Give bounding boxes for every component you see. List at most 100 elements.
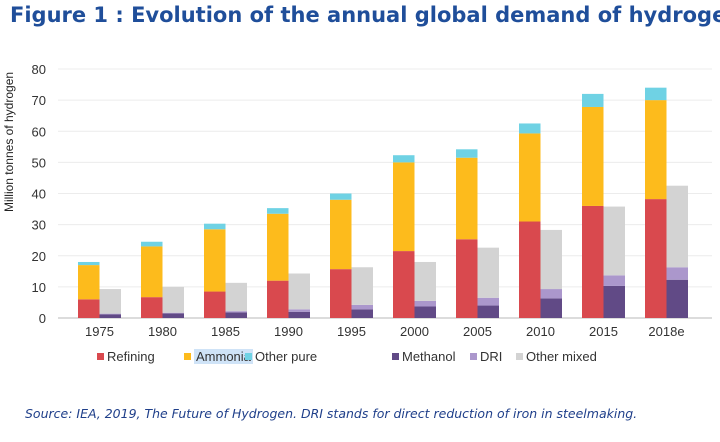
bar-refining-1995 [330,269,352,318]
bar-other-mixed-2015 [603,206,625,276]
x-tick-label: 1985 [211,324,240,339]
bar-other-mixed-1980 [162,286,184,313]
bar-other-mixed-2005 [477,247,499,298]
legend-label: DRI [480,349,503,364]
bar-methanol-1990 [288,311,310,318]
bar-refining-1985 [204,291,226,318]
bar-methanol-1985 [225,312,247,318]
chart-plot: 0 10 20 30 40 50 60 70 80 Million tonnes of hydr… [2,62,712,339]
legend-label: Other mixed [526,349,597,364]
bar-refining-2010 [519,221,541,318]
bar-other-pure-2010 [519,123,541,134]
x-tick-label: 1995 [337,324,366,339]
x-tick-label: 2010 [526,324,555,339]
bar-ammonia-1990 [267,213,289,281]
bar-other-pure-1985 [204,223,226,230]
bar-methanol-2005 [477,305,499,318]
bar-refining-1990 [267,280,289,318]
legend-swatch-ammonia [184,353,191,360]
y-tick-label: 40 [32,187,46,202]
bar-dri-2018e [666,267,688,280]
legend-item-dri: DRI [470,349,502,364]
bar-other-pure-2005 [456,149,478,158]
bar-dri-1990 [288,309,310,312]
bar-refining-2000 [393,251,415,318]
bar-dri-1980 [162,312,184,314]
bar-other-mixed-2000 [414,261,436,301]
y-tick-label: 10 [32,280,46,295]
legend-swatch-other-mixed [516,353,523,360]
y-tick-label: 80 [32,62,46,77]
bar-other-pure-2018e [645,87,667,101]
figure-title: Figure 1 : Evolution of the annual globa… [10,3,720,27]
bar-dri-2015 [603,275,625,286]
y-axis-label: Million tonnes of hydrogen [2,72,16,212]
x-tick-label: 2000 [400,324,429,339]
bar-dri-1975 [99,313,121,315]
bar-methanol-2000 [414,306,436,318]
bar-methanol-2015 [603,285,625,318]
bar-ammonia-2000 [393,162,415,252]
bar-dri-2000 [414,300,436,307]
legend-item-other-mixed: Other mixed [516,349,597,364]
x-tick-label: 1980 [148,324,177,339]
bar-other-pure-1995 [330,193,352,200]
bar-methanol-1975 [99,314,121,318]
bar-ammonia-1985 [204,229,226,292]
bar-dri-2005 [477,297,499,306]
x-tick-label: 2005 [463,324,492,339]
y-tick-label: 30 [32,218,46,233]
bar-other-mixed-1990 [288,273,310,310]
bar-refining-1975 [78,299,100,318]
y-tick-label: 60 [32,124,46,139]
x-tick-label: 1990 [274,324,303,339]
bar-refining-1980 [141,297,163,318]
legend-label: Ammonia [194,349,253,364]
legend-label: Methanol [402,349,456,364]
legend-swatch-dri [470,353,477,360]
bar-ammonia-2005 [456,157,478,240]
bar-ammonia-1975 [78,265,100,300]
bar-other-pure-1975 [78,261,100,266]
bar-other-mixed-2018e [666,185,688,268]
bar-ammonia-1995 [330,199,352,270]
legend-label: Refining [107,349,155,364]
bar-other-pure-2015 [582,93,604,107]
bar-ammonia-2018e [645,100,667,200]
legend-swatch-methanol [392,353,399,360]
bar-methanol-2018e [666,279,688,318]
legend-item-ammonia: Ammonia [184,349,253,364]
legend-label: Other pure [255,349,318,364]
bar-other-pure-1980 [141,241,163,247]
bar-other-mixed-1985 [225,282,247,312]
bar-methanol-1980 [162,313,184,318]
y-axis-ticks: 0 10 20 30 40 50 60 70 80 [32,62,46,326]
bar-ammonia-1980 [141,246,163,298]
bar-refining-2018e [645,199,667,318]
bar-other-mixed-1995 [351,267,373,305]
x-tick-label: 1975 [85,324,114,339]
x-tick-label: 2018e [648,324,684,339]
legend-swatch-refining [97,353,104,360]
legend-item-refining: Refining [97,349,155,364]
x-axis-ticks: 1975 1980 1985 1990 1995 2000 2005 2010 2015 2018… [85,324,685,339]
bar-methanol-1995 [351,309,373,318]
source-note: Source: IEA, 2019, The Future of Hydroge… [25,406,638,421]
bar-dri-1995 [351,304,373,310]
legend-item-methanol: Methanol [392,349,455,364]
bar-other-mixed-1975 [99,289,121,314]
bar-other-pure-2000 [393,155,415,163]
bar-refining-2015 [582,205,604,318]
y-tick-label: 50 [32,155,46,170]
legend-swatch-other-pure [245,353,252,360]
bar-dri-1985 [225,311,247,313]
bar-other-mixed-2010 [540,229,562,290]
bar-other-pure-1990 [267,208,289,214]
legend-item-other-pure: Other pure [245,349,317,364]
y-tick-label: 0 [39,311,46,326]
y-tick-label: 20 [32,249,46,264]
y-tick-label: 70 [32,93,46,108]
bar-ammonia-2015 [582,106,604,206]
bar-refining-2005 [456,239,478,318]
bar-ammonia-2010 [519,133,541,222]
